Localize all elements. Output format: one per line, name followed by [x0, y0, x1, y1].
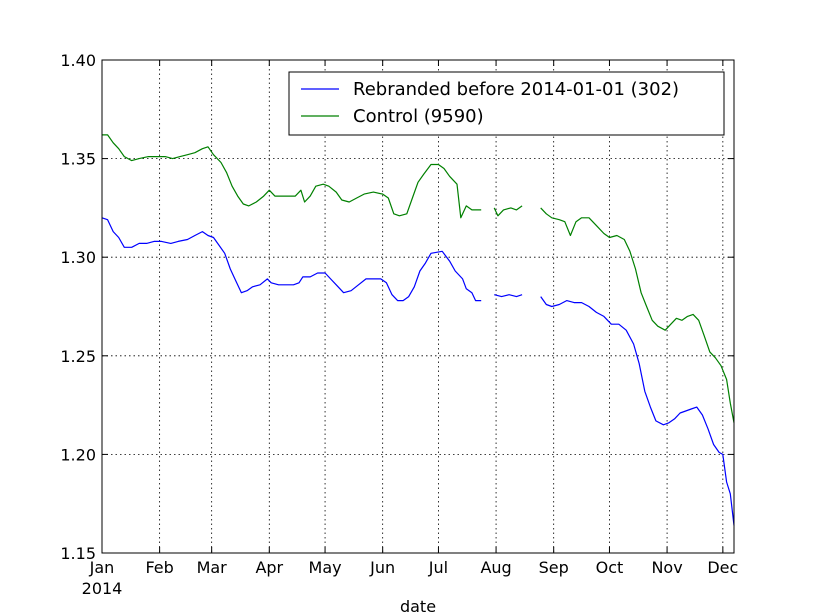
- legend: Rebranded before 2014-01-01 (302) Control…: [288, 71, 725, 136]
- series-line-control: [493, 205, 523, 217]
- x-tick-label: Jul: [428, 558, 448, 577]
- x-tick-label: Sep: [539, 558, 569, 577]
- series-line-rebranded: [101, 217, 482, 302]
- x-tick-label: Apr: [255, 558, 283, 577]
- legend-label: Rebranded before 2014-01-01 (302): [353, 79, 679, 100]
- x-tick-label: Nov: [651, 558, 682, 577]
- x-tick-label: Jun: [369, 558, 395, 577]
- plot-frame: [101, 59, 735, 554]
- x-tick-label: May: [309, 558, 342, 577]
- x-tick-label: Oct: [596, 558, 624, 577]
- x-tick-label: Feb: [145, 558, 173, 577]
- legend-box: [288, 71, 725, 136]
- series-line-rebranded: [494, 294, 523, 298]
- x-tick-sublabel: 2014: [82, 579, 123, 598]
- axis-ticks: [101, 59, 734, 554]
- series-line-control: [102, 134, 482, 219]
- y-tick-label: 1.40: [60, 51, 96, 70]
- legend-label: Control (9590): [353, 106, 484, 127]
- y-tick-labels: 1.15 1.20 1.25 1.30 1.35 1.40: [60, 51, 96, 563]
- series-line-rebranded: [540, 296, 735, 526]
- series-lines: [101, 134, 735, 526]
- series-line-control: [540, 207, 735, 423]
- y-tick-label: 1.15: [60, 544, 96, 563]
- y-tick-label: 1.20: [60, 445, 96, 464]
- x-tick-label: Mar: [197, 558, 228, 577]
- y-tick-label: 1.35: [60, 150, 96, 169]
- y-tick-label: 1.25: [60, 347, 96, 366]
- grid: [102, 60, 734, 553]
- x-tick-label: Aug: [480, 558, 511, 577]
- x-tick-label: Dec: [707, 558, 738, 577]
- x-tick-label: Jan: [89, 558, 115, 577]
- x-tick-labels: Jan 2014 Feb Mar Apr May Jun Jul Aug Sep Oct Nov Dec: [82, 558, 739, 598]
- x-axis-label: date: [400, 597, 436, 615]
- y-tick-label: 1.30: [60, 248, 96, 267]
